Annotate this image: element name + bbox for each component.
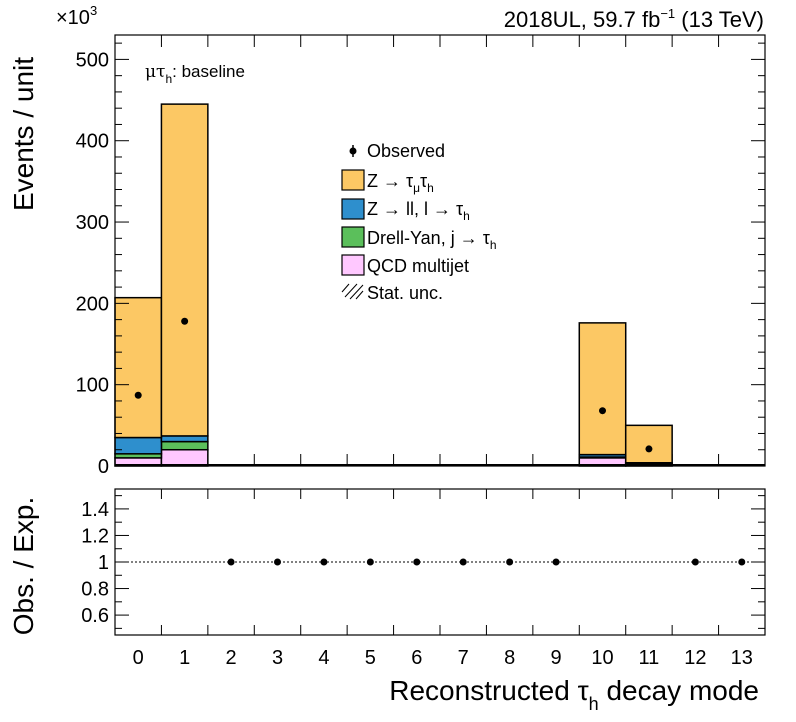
observed-points xyxy=(134,317,653,453)
x-category-label-10: 10 xyxy=(591,647,613,669)
ratio-y-axis-title: Obs. / Exp. xyxy=(8,497,39,636)
observed-point-bin-1 xyxy=(181,317,189,325)
bar-qcd-bin-1 xyxy=(160,448,209,467)
x-category-label-3: 3 xyxy=(272,647,283,669)
ratio-point-bin-4 xyxy=(320,558,328,566)
main-y-tick-label: 500 xyxy=(76,49,109,71)
x-category-label-4: 4 xyxy=(318,647,329,669)
observed-point-bin-10 xyxy=(599,407,606,415)
legend-stat-swatch xyxy=(341,283,364,300)
ratio-x-ticks xyxy=(114,489,766,635)
ratio-point-bin-7 xyxy=(459,558,467,566)
ratio-point-bin-8 xyxy=(506,558,514,566)
legend-qcd-label: QCD multijet xyxy=(367,256,469,276)
bar-ztt-bin-10 xyxy=(578,322,627,456)
x-category-label-9: 9 xyxy=(551,647,562,669)
ratio-point-bin-2 xyxy=(227,558,235,566)
x-category-label-11: 11 xyxy=(639,647,660,669)
bar-ztt-bin-11 xyxy=(624,424,673,464)
x-category-label-7: 7 xyxy=(458,647,469,669)
legend-dy-label: Drell-Yan, j → τh xyxy=(367,228,497,252)
y-multiplier: ×103 xyxy=(56,3,97,29)
main-x-ticks xyxy=(114,35,766,466)
main-y-tick-label: 400 xyxy=(76,131,109,153)
main-plot: 0 100 200 300 400 500 xyxy=(76,34,766,478)
main-y-tick-label: 300 xyxy=(76,212,109,234)
main-y-axis-title: Events / unit xyxy=(8,57,39,211)
ratio-y-tick-label: 0.6 xyxy=(81,605,109,627)
legend-ztt-label: Z → τμτh xyxy=(367,171,434,195)
legend-zll-swatch xyxy=(341,198,365,220)
x-category-label-6: 6 xyxy=(411,647,422,669)
observed-point-bin-11 xyxy=(645,445,653,453)
bar-ztt-bin-1 xyxy=(160,103,209,437)
legend-stat-label: Stat. unc. xyxy=(367,283,443,303)
ratio-y-tick-label: 1 xyxy=(98,552,109,574)
lumi-label: 2018UL, 59.7 fb−1 (13 TeV) xyxy=(504,6,764,32)
x-category-label-13: 13 xyxy=(731,647,753,669)
bar-ztt-bin-0 xyxy=(114,296,163,439)
legend-zll-label: Z → ll, l → τh xyxy=(367,199,470,223)
ratio-point-bin-12 xyxy=(691,558,699,566)
x-category-label-12: 12 xyxy=(684,647,706,669)
main-frame xyxy=(114,34,766,467)
ratio-plot: 0.6 0.8 1 1.2 1.4 xyxy=(81,488,766,636)
bar-zll-bin-1 xyxy=(160,435,209,443)
ratio-y-tick-label: 0.8 xyxy=(81,579,109,601)
legend-observed-label: Observed xyxy=(367,141,445,161)
main-y-tick-label: 100 xyxy=(76,375,109,397)
legend-dy-swatch xyxy=(341,226,365,248)
channel-label: μτh: baseline xyxy=(145,62,245,86)
legend-qcd-swatch xyxy=(341,254,365,276)
x-axis-title: Reconstructed τh decay mode xyxy=(389,675,759,714)
main-y-ticks: 0 100 200 300 400 500 xyxy=(76,42,765,478)
ratio-point-bin-9 xyxy=(552,558,560,566)
ratio-point-bin-3 xyxy=(274,558,281,566)
bar-zll-bin-0 xyxy=(114,436,163,455)
ratio-y-ticks: 0.6 0.8 1 1.2 1.4 xyxy=(81,495,765,629)
ratio-point-bin-6 xyxy=(413,558,421,566)
x-category-label-8: 8 xyxy=(504,647,515,669)
legend-ztt-swatch xyxy=(341,169,365,191)
legend: Observed Z → τμτh Z → ll, l → τh Drell-Y… xyxy=(341,141,497,303)
main-y-tick-label: 0 xyxy=(98,456,109,478)
x-category-label-2: 2 xyxy=(226,647,237,669)
x-category-label-5: 5 xyxy=(365,647,376,669)
ratio-y-tick-label: 1.2 xyxy=(81,525,109,547)
x-category-labels: 0 1 2 3 4 5 6 7 8 9 10 11 12 13 xyxy=(133,647,753,669)
ratio-point-bin-5 xyxy=(366,558,374,566)
ratio-point-bin-13 xyxy=(738,558,746,566)
ratio-y-tick-label: 1.4 xyxy=(81,499,109,521)
legend-observed-marker xyxy=(349,147,357,155)
observed-point-bin-0 xyxy=(134,391,142,399)
x-category-label-1: 1 xyxy=(179,647,190,669)
x-category-label-0: 0 xyxy=(133,647,144,669)
stacked-histograms xyxy=(114,103,765,467)
main-y-tick-label: 200 xyxy=(76,293,109,315)
ratio-points xyxy=(227,558,746,566)
bar-dy-bin-1 xyxy=(160,440,209,451)
